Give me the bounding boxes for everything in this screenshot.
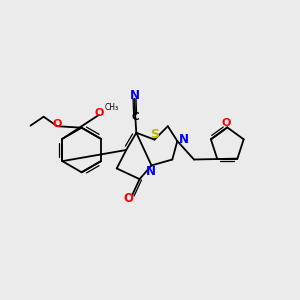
Text: S: S xyxy=(151,128,160,141)
Text: N: N xyxy=(146,165,156,178)
Text: O: O xyxy=(52,119,62,129)
Text: CH₃: CH₃ xyxy=(104,103,118,112)
Text: O: O xyxy=(94,108,104,118)
Text: O: O xyxy=(221,118,230,128)
Text: O: O xyxy=(124,192,134,205)
Text: C: C xyxy=(132,112,140,122)
Text: N: N xyxy=(179,133,189,146)
Text: N: N xyxy=(130,89,140,102)
